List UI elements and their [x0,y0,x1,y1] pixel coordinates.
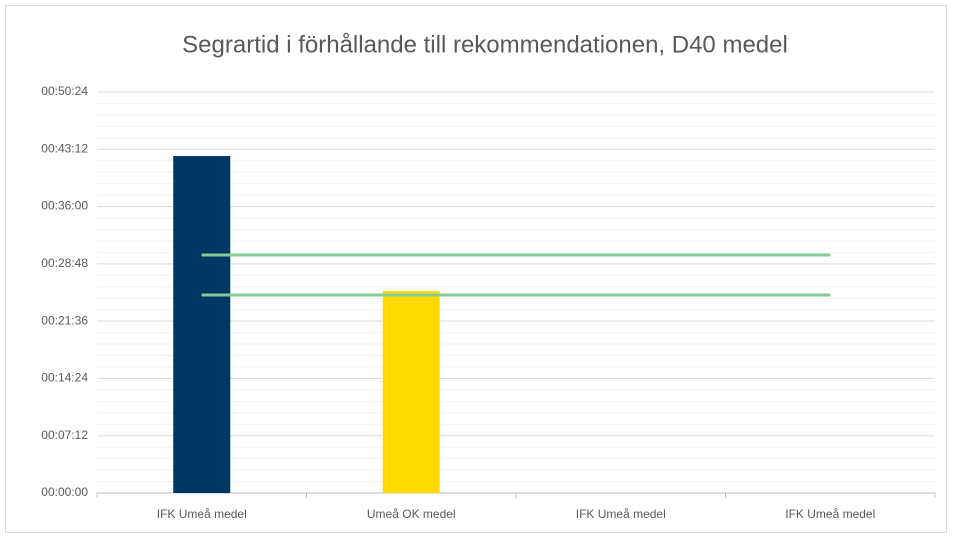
x-tick-label: IFK Umeå medel [576,507,666,521]
y-tick-label: 00:07:12 [41,428,88,442]
y-tick-label: 00:43:12 [41,141,88,155]
chart-title: Segrartid i förhållande till rekommendat… [182,31,788,58]
y-tick-label: 00:00:00 [41,485,88,499]
y-tick-label: 00:36:00 [41,199,88,213]
x-tick-label: IFK Umeå medel [785,507,875,521]
y-tick-label: 00:28:48 [41,256,88,270]
chart-border [5,5,947,533]
bar [173,156,231,493]
y-tick-label: 00:14:24 [41,371,88,385]
y-tick-label: 00:21:36 [41,313,88,327]
x-tick-label: IFK Umeå medel [157,507,247,521]
bar [382,291,440,493]
y-tick-label: 00:50:24 [41,84,88,98]
x-tick-label: Umeå OK medel [367,507,456,521]
